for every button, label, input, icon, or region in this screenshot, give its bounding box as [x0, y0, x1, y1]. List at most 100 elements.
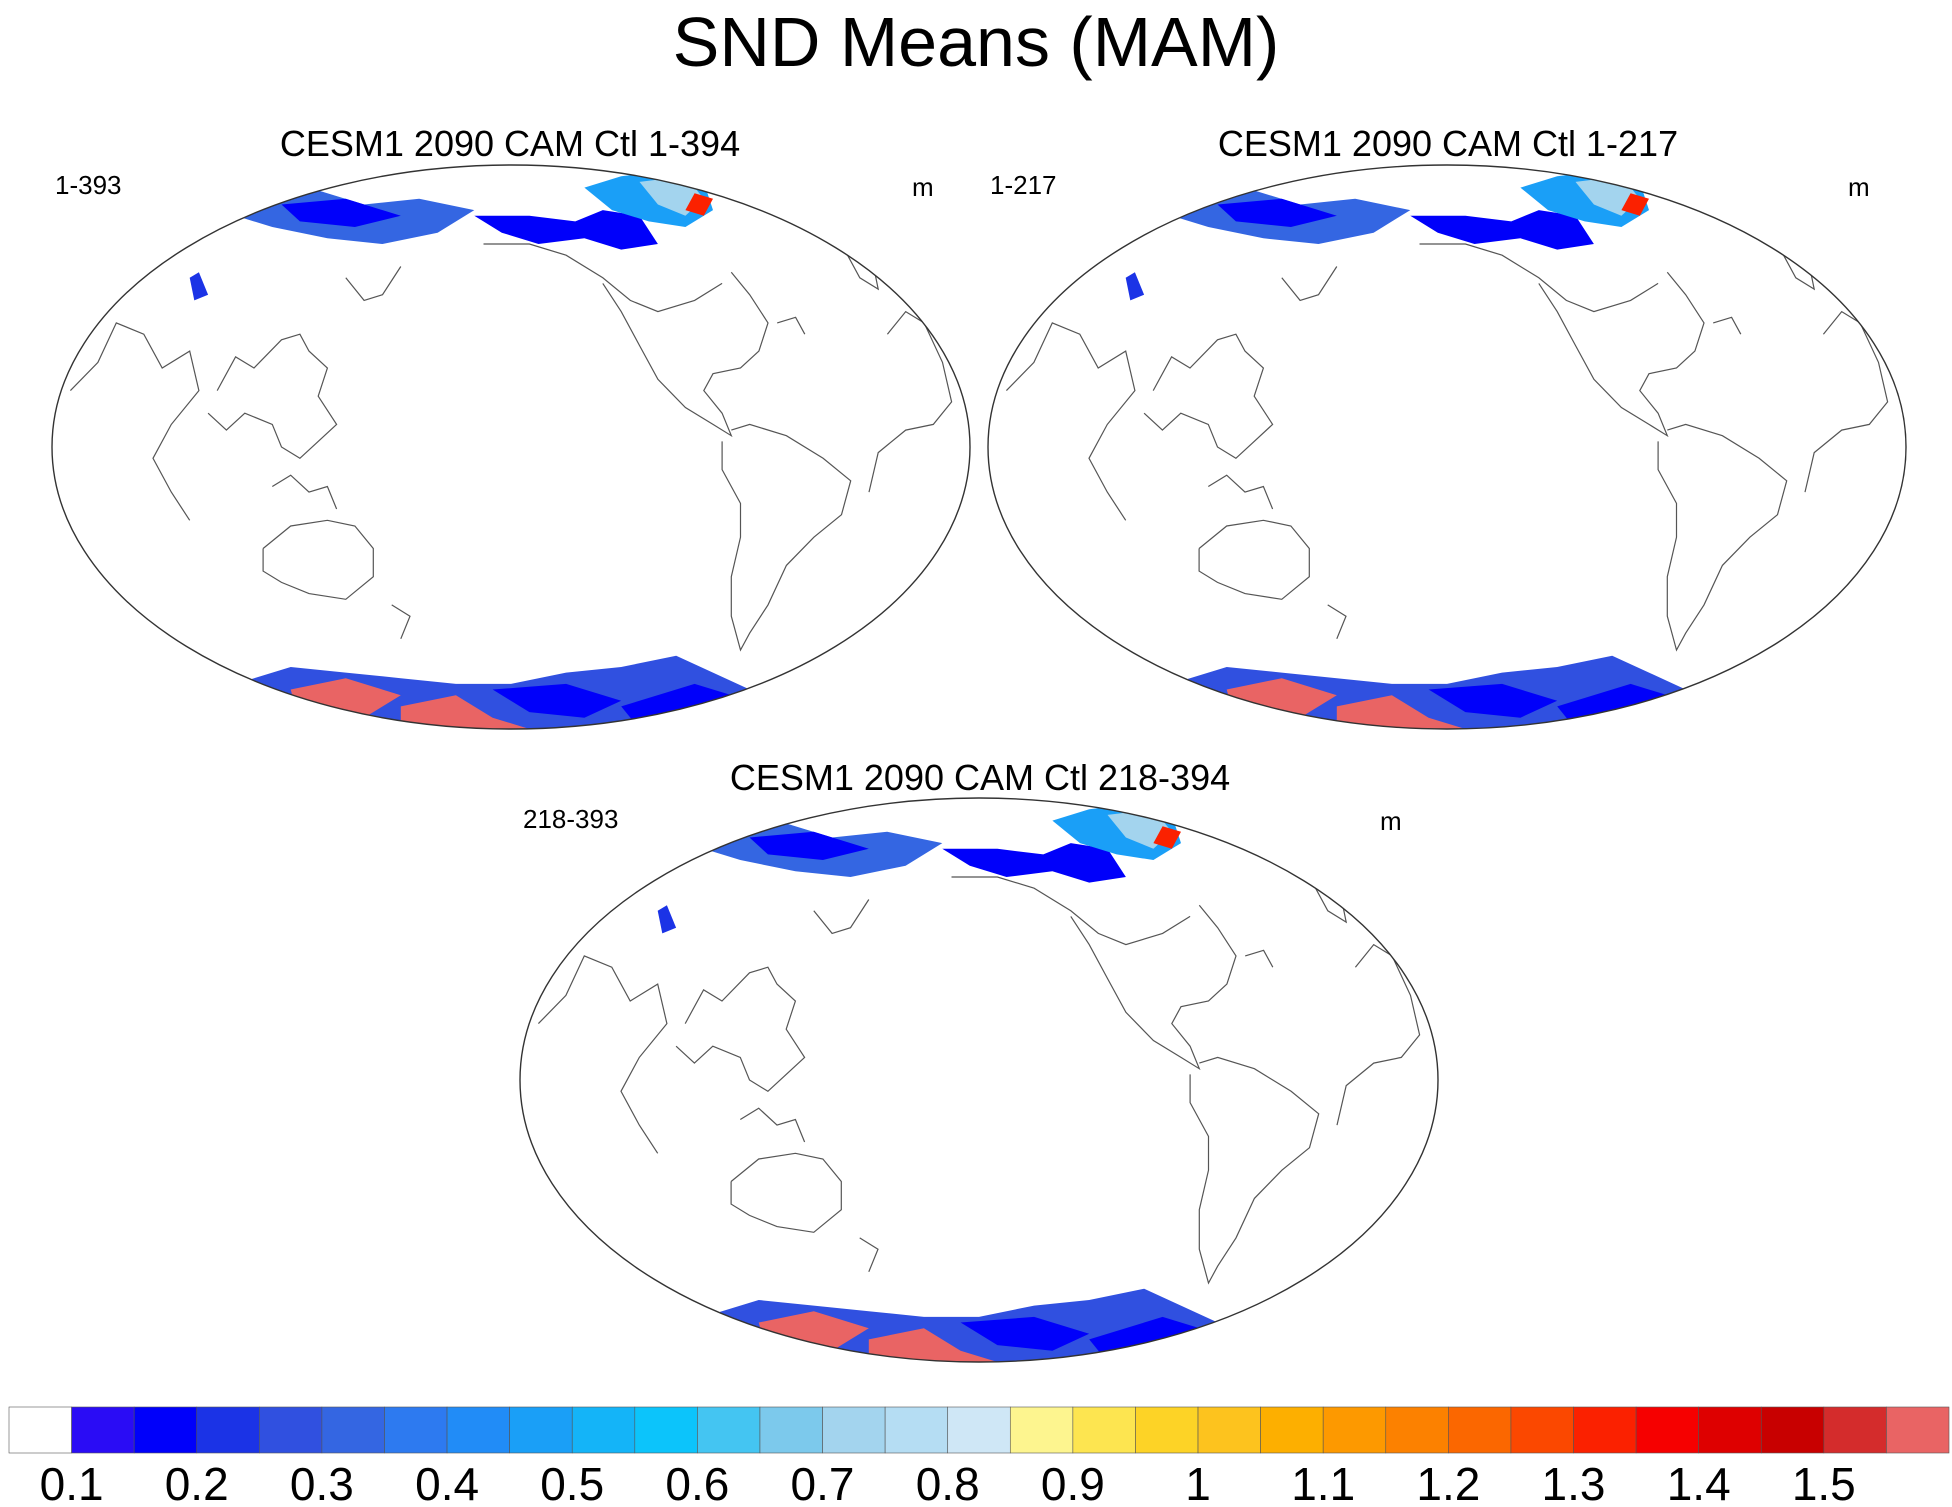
panel-2-coastline-9: [1804, 310, 1889, 493]
panel-1-snow-patch-2: [474, 210, 658, 250]
colorbar-swatch-19: [1197, 1406, 1261, 1454]
panel-3-coastline-6: [951, 876, 1191, 946]
panel-2-snow-patch-9: [1336, 695, 1466, 729]
panel-2-units: m: [1848, 172, 1870, 202]
panel-3-coastline-2: [813, 899, 870, 935]
panel-3-coastline-9: [1336, 943, 1421, 1126]
colorbar-tick-label: 0.5: [540, 1458, 604, 1507]
colorbar-swatch-18: [1135, 1406, 1199, 1454]
colorbar-tick-label: 0.9: [1041, 1458, 1105, 1507]
colorbar-tick-label: 0.3: [290, 1458, 354, 1507]
colorbar-tick-label: 0.8: [916, 1458, 980, 1507]
panel-2-coastline-3: [1207, 474, 1274, 510]
panel-3-left-label: 218-393: [523, 804, 619, 834]
colorbar-tick-label: 0.6: [665, 1458, 729, 1507]
colorbar-swatch-4: [259, 1406, 323, 1454]
panel-3-title: CESM1 2090 CAM Ctl 218-394: [729, 757, 1231, 798]
colorbar-swatch-29: [1823, 1406, 1887, 1454]
colorbar-swatch-7: [446, 1406, 510, 1454]
panel-3-coastline-8: [1189, 1056, 1320, 1285]
panel-3-snow-patch-6: [657, 905, 677, 934]
colorbar-swatch-21: [1322, 1406, 1387, 1454]
panel-1-map-outline: [51, 164, 971, 730]
colorbar-swatch-25: [1573, 1406, 1637, 1454]
colorbar: 0.1 0.2 0.3 0.4 0.5 0.6 0.7 0.8 0.9 1 1.1 1.2 1.3 1.4…: [8, 1406, 1950, 1507]
colorbar-swatch-20: [1260, 1406, 1324, 1454]
panel-2-field: [1005, 170, 1889, 729]
colorbar-swatch-9: [571, 1406, 636, 1454]
colorbar-swatch-2: [133, 1406, 198, 1454]
panel-2-snow-patch-2: [1410, 210, 1594, 250]
colorbar-tick-label: 0.2: [165, 1458, 229, 1507]
panel-2-title: CESM1 2090 CAM Ctl 1-217: [1217, 123, 1679, 164]
panel-2-coastline-1: [1143, 333, 1274, 460]
colorbar-swatch-28: [1760, 1406, 1825, 1454]
panel-3-units: m: [1380, 806, 1402, 836]
panel-1-snow-patch-9: [400, 695, 530, 729]
colorbar-swatch-26: [1635, 1406, 1699, 1454]
panel-2-map-outline: [987, 164, 1907, 730]
panel-1-snow-patch-6: [189, 272, 209, 301]
panel-2-coastline-5: [1327, 604, 1347, 640]
colorbar-swatch-8: [509, 1406, 573, 1454]
panel-2-coastline-7: [1538, 271, 1705, 438]
panel-2-left-label: 1-217: [990, 170, 1057, 200]
panel-3-map: [519, 797, 1439, 1363]
colorbar-tick-label: 1.5: [1792, 1458, 1856, 1507]
colorbar-swatch-15: [947, 1406, 1011, 1454]
panel-1-coastline-3: [271, 474, 338, 510]
panel-2-snow-patch-6: [1125, 272, 1145, 301]
panel-2-snow-patch-10: [1428, 683, 1558, 718]
panel-3-coastline-5: [859, 1237, 879, 1273]
panel-2-map: [987, 164, 1907, 730]
panel-3-coastline-3: [739, 1107, 806, 1143]
panel-1-coastline-9: [868, 310, 953, 493]
colorbar-swatch-12: [759, 1406, 823, 1454]
panel-1-coastline-7: [602, 271, 769, 438]
colorbar-tick-label: 1.2: [1416, 1458, 1480, 1507]
figure-title: SND Means (MAM): [672, 3, 1280, 81]
panel-1-coastline-0: [69, 322, 200, 521]
panel-1-coastline-2: [345, 266, 402, 302]
panel-1-field: [69, 170, 953, 729]
colorbar-swatch-1: [71, 1406, 135, 1454]
colorbar-swatch-14: [884, 1406, 949, 1454]
colorbar-swatch-16: [1009, 1406, 1074, 1454]
colorbar-tick-label: 0.7: [791, 1458, 855, 1507]
panel-1-coastline-8: [721, 423, 852, 652]
colorbar-swatch-17: [1072, 1406, 1136, 1454]
panel-2-snow-patch-5: [1621, 193, 1649, 216]
colorbar-tick-label: 1.1: [1291, 1458, 1355, 1507]
colorbar-swatch-0: [8, 1406, 72, 1454]
panel-3-snow-patch-2: [942, 843, 1126, 883]
panel-2-coastline-10: [1776, 243, 1816, 291]
panel-2-coastline-11: [1713, 316, 1742, 335]
panel-1-left-label: 1-393: [55, 170, 122, 200]
panel-3-coastline-4: [730, 1152, 842, 1233]
panel-3-map-outline: [519, 797, 1439, 1363]
colorbar-swatch-10: [634, 1406, 698, 1454]
panel-3-coastline-7: [1070, 904, 1237, 1071]
panel-3-snow-patch-5: [1153, 826, 1181, 849]
panel-3-snow-patch-10: [960, 1316, 1090, 1351]
colorbar-tick-label: 1.3: [1542, 1458, 1606, 1507]
colorbar-swatch-23: [1448, 1406, 1512, 1454]
colorbar-swatch-30: [1886, 1406, 1950, 1454]
panel-3-coastline-11: [1245, 949, 1274, 968]
panel-2-coastline-6: [1419, 243, 1659, 313]
panel-1-title: CESM1 2090 CAM Ctl 1-394: [279, 123, 741, 164]
panel-2-coastline-8: [1657, 423, 1788, 652]
colorbar-tick-label: 1: [1185, 1458, 1211, 1507]
panel-1-coastline-4: [262, 519, 374, 600]
panel-2-coastline-4: [1198, 519, 1310, 600]
panel-1-snow-patch-10: [492, 683, 622, 718]
panel-1-coastline-5: [391, 604, 411, 640]
panel-3-field: [537, 803, 1421, 1362]
colorbar-swatch-13: [822, 1406, 886, 1454]
panel-2-coastline-2: [1281, 266, 1338, 302]
colorbar-swatch-22: [1385, 1406, 1449, 1454]
colorbar-tick-label: 1.4: [1667, 1458, 1731, 1507]
colorbar-swatch-6: [384, 1406, 448, 1454]
panel-2-snow-patch-1: [1217, 198, 1337, 227]
